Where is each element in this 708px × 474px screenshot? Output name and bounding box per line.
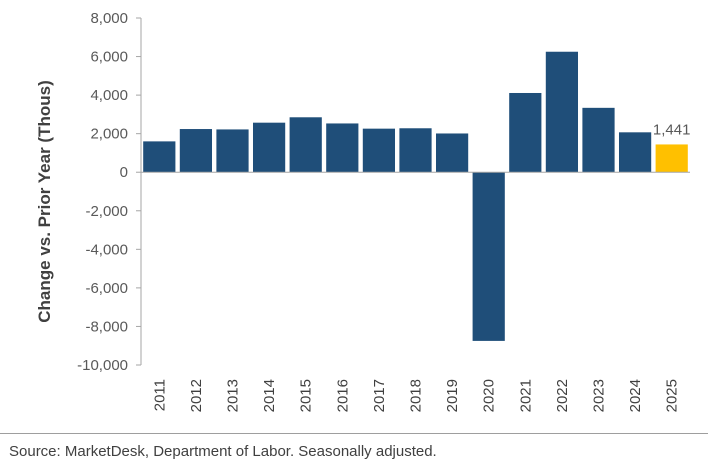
x-tick-label: 2015 [298,379,315,412]
bar-2020 [472,172,505,341]
bar-2015 [289,117,322,173]
bar-2012 [179,129,213,173]
y-tick-label: -8,000 [85,318,128,335]
x-tick-label: 2022 [554,379,571,412]
bar-2019 [435,133,469,173]
x-tick-label: 2012 [188,379,205,412]
x-tick-label: 2023 [591,379,608,412]
x-tick-label: 2013 [225,379,242,412]
y-tick-label: -6,000 [85,280,128,297]
x-tick-label: 2017 [371,379,388,412]
bar-2016 [326,123,359,173]
x-tick-label: 2011 [151,379,168,411]
x-tick-label: 2014 [261,379,278,412]
x-tick-label: 2021 [517,379,534,412]
bar-2021 [509,92,542,173]
y-tick-label: -10,000 [77,357,128,374]
x-tick-label: 2019 [444,379,461,412]
bar-2024 [618,132,652,173]
data-label-2025: 1,441 [653,121,691,138]
bar-2013 [216,129,249,173]
source-divider [0,433,708,434]
y-tick-label: 6,000 [90,49,128,66]
bar-2022 [545,51,579,173]
source-note: Source: MarketDesk, Department of Labor.… [9,443,437,460]
y-tick-label: -2,000 [85,203,128,220]
y-axis-title: Change vs. Prior Year (Thous) [35,80,54,322]
y-tick-label: 2,000 [90,126,128,143]
y-tick-label: -4,000 [85,241,128,258]
bar-2018 [399,128,432,173]
x-tick-label: 2016 [334,379,351,412]
bar-2025 [655,144,688,173]
bar-2011 [143,141,176,173]
x-tick-label: 2020 [481,379,498,412]
y-tick-label: 8,000 [90,10,128,27]
bar-2017 [362,128,396,173]
x-tick-label: 2025 [664,379,681,412]
bar-2023 [582,107,615,173]
x-tick-label: 2024 [627,379,644,412]
y-tick-label: 0 [120,164,128,181]
y-tick-label: 4,000 [90,87,128,104]
x-tick-label: 2018 [408,379,425,412]
bar-2014 [252,122,286,173]
